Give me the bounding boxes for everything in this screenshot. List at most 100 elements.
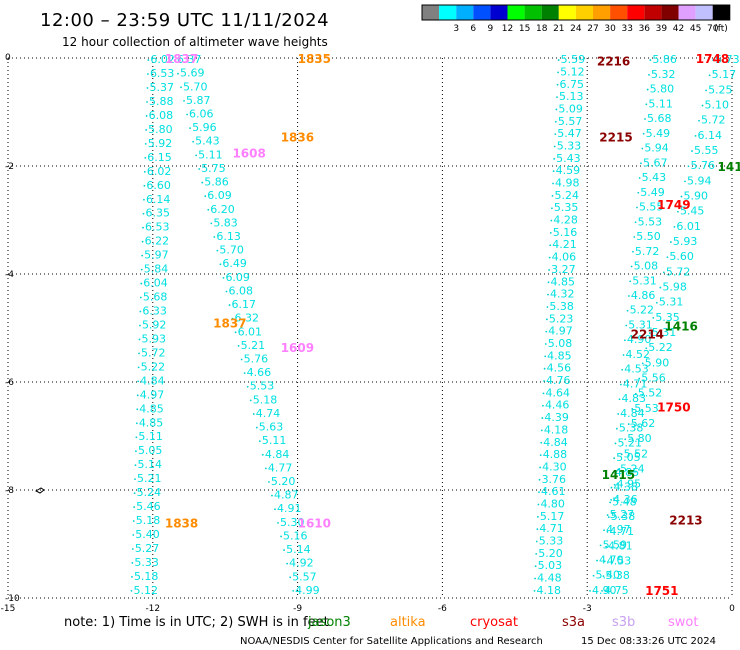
- swh-value-label: 5.70: [219, 244, 244, 257]
- swh-value-label: 4.64: [545, 386, 570, 399]
- swh-value-label: 4.91: [277, 502, 302, 515]
- track-point-marker: [131, 548, 134, 550]
- pass-time-label: 1610: [298, 516, 331, 530]
- track-point-marker: [694, 135, 697, 137]
- track-point-marker: [135, 450, 137, 453]
- colorbar-swatch: [473, 5, 491, 20]
- colorbar-tick-label: 6: [470, 24, 476, 34]
- swh-value-label: 5.18: [134, 570, 159, 583]
- swh-value-label: 4.48: [537, 572, 562, 585]
- swh-value-label: 5.69: [180, 67, 205, 80]
- track-point-marker: [627, 423, 630, 425]
- track-point-marker: [622, 354, 625, 356]
- track-point-marker: [186, 113, 188, 116]
- track-point-marker: [708, 74, 711, 77]
- swh-value-label: 5.93: [673, 235, 698, 248]
- swh-value-label: 4.98: [555, 177, 580, 190]
- track-point-marker: [144, 156, 147, 159]
- track-point-marker: [189, 127, 191, 130]
- pass-time-label: 2215: [599, 130, 632, 144]
- colorbar-swatch: [695, 5, 713, 20]
- swh-value-label: 5.18: [253, 393, 278, 406]
- colorbar-tick-label: 15: [519, 24, 530, 34]
- swh-value-label: 6.53: [145, 221, 170, 234]
- track-point-marker: [144, 142, 147, 145]
- axis-ticks: -15 -12 -9 -6 -3 0 0 -2 -4 -6 -8 -10: [1, 53, 735, 614]
- track-point-marker: [192, 140, 195, 143]
- track-point-marker: [629, 280, 632, 283]
- swh-value-label: 5.21: [618, 436, 643, 449]
- swh-value-label: 5.75: [201, 162, 226, 175]
- swh-value-label: 4.75: [604, 584, 629, 597]
- track-point-marker: [712, 59, 715, 61]
- track-point-marker: [617, 468, 620, 471]
- track-point-marker: [546, 306, 549, 308]
- track-point-marker: [638, 377, 641, 380]
- swh-value-label: 4.99: [295, 584, 320, 597]
- track-point-marker: [539, 454, 542, 457]
- swh-value-label: 5.94: [644, 142, 669, 155]
- swh-value-label: 5.08: [634, 260, 659, 273]
- track-point-marker: [610, 486, 613, 489]
- swh-value-label: 5.98: [662, 281, 687, 294]
- swh-value-label: 4.88: [543, 448, 568, 461]
- swh-value-label: 5.31: [652, 326, 677, 339]
- y-tick-label: -10: [5, 594, 20, 604]
- colorbar-tick-label: 3: [453, 24, 459, 34]
- swh-value-label: 4.84: [140, 374, 165, 387]
- track-point-marker: [645, 347, 648, 350]
- swh-value-label: 5.93: [141, 332, 166, 345]
- swh-value-label: 6.60: [146, 179, 171, 192]
- swh-value-label: 5.59: [561, 53, 586, 66]
- track-point-marker: [603, 560, 606, 563]
- swh-value-label: 5.68: [647, 112, 672, 125]
- swh-value-label: 4.85: [139, 402, 164, 415]
- swh-value-label: 5.17: [540, 510, 565, 523]
- track-point-marker: [139, 296, 142, 299]
- swh-value-label: 5.14: [137, 458, 162, 471]
- track-point-marker: [130, 590, 133, 592]
- track-point-marker: [677, 210, 679, 213]
- colorbar-swatch: [661, 5, 679, 20]
- track-point-marker: [613, 483, 616, 486]
- colorbar-tick-label: 9: [488, 24, 494, 34]
- swh-value-label: 4.18: [537, 584, 562, 597]
- track-point-marker: [204, 195, 207, 198]
- swh-value-label: 4.85: [551, 275, 576, 288]
- swh-value-label: 6.49: [222, 257, 247, 270]
- swh-value-label: 6.35: [145, 207, 170, 220]
- track-point-marker: [603, 529, 605, 532]
- track-point-marker: [143, 184, 146, 187]
- swh-value-label: 5.25: [708, 83, 733, 96]
- swh-value-label: 4.87: [274, 489, 299, 502]
- swh-value-label: 4.92: [289, 557, 314, 570]
- track-point-marker: [551, 194, 554, 197]
- track-point-marker: [210, 222, 213, 225]
- track-point-marker: [601, 590, 603, 592]
- track-point-marker: [286, 562, 289, 565]
- swh-value-label: 5.43: [642, 171, 667, 184]
- track-point-marker: [213, 236, 216, 238]
- swh-value-label: 5.40: [596, 569, 621, 582]
- swh-value-label: 5.38: [619, 422, 644, 435]
- swh-value-label: 5.86: [204, 176, 229, 189]
- track-point-marker: [648, 332, 651, 334]
- swh-value-label: 5.57: [558, 115, 583, 128]
- swh-value-label: 6.22: [145, 235, 170, 248]
- pass-time-label: 1749: [657, 198, 690, 212]
- swh-value-label: 5.40: [135, 528, 160, 541]
- swh-value-label: 6.17: [232, 298, 256, 311]
- track-point-marker: [198, 168, 201, 170]
- track-point-marker: [535, 540, 538, 543]
- swh-value-label: 6.06: [189, 108, 214, 121]
- track-point-marker: [292, 590, 295, 592]
- track-point-marker: [607, 516, 610, 519]
- swh-value-label: 5.62: [631, 417, 656, 430]
- colorbar-swatch: [678, 5, 696, 20]
- track-point-marker: [277, 521, 279, 524]
- track-point-marker: [638, 177, 641, 179]
- swh-value-label: 5.22: [630, 304, 655, 317]
- track-point-marker: [271, 494, 273, 497]
- swh-value-label: 5.43: [195, 135, 220, 148]
- track-point-marker: [599, 544, 602, 547]
